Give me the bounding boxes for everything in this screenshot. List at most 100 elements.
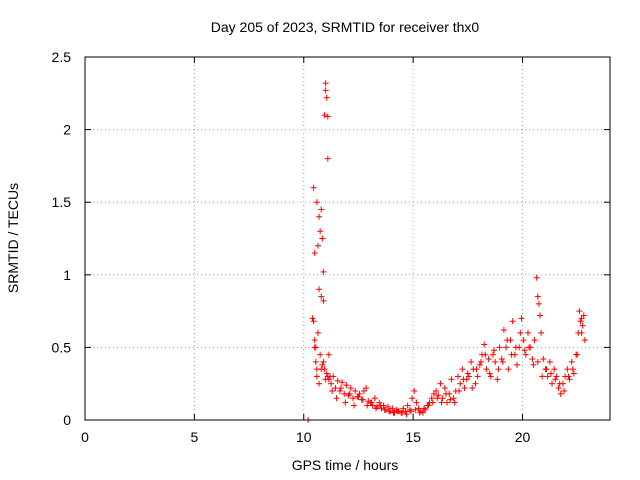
data-point (552, 376, 559, 383)
data-point (372, 405, 379, 412)
data-point (561, 387, 568, 394)
data-point (364, 402, 371, 409)
data-point (476, 361, 483, 368)
data-point (328, 380, 335, 387)
data-point (318, 293, 325, 300)
data-point (343, 382, 350, 389)
data-point (487, 373, 494, 380)
data-point (316, 286, 323, 293)
data-point (376, 399, 383, 406)
data-point (390, 409, 397, 416)
data-point (316, 380, 323, 387)
data-point (547, 370, 554, 377)
data-point (529, 356, 536, 363)
data-point (314, 329, 321, 336)
data-point (324, 373, 331, 380)
data-point (540, 356, 547, 363)
data-point (520, 337, 527, 344)
data-point (472, 380, 479, 387)
data-point (324, 155, 331, 162)
data-point (489, 351, 496, 358)
data-point (312, 358, 319, 365)
data-point (566, 376, 573, 383)
data-point (543, 366, 550, 373)
data-point (435, 392, 442, 399)
data-point (460, 376, 467, 383)
data-point (459, 366, 466, 373)
data-point (411, 387, 418, 394)
x-tick-label: 15 (405, 429, 421, 445)
data-point (503, 344, 510, 351)
ticks-layer (84, 56, 610, 421)
data-point (499, 358, 506, 365)
data-point (481, 341, 488, 348)
data-point (450, 395, 457, 402)
data-point (448, 376, 455, 383)
data-point (549, 380, 556, 387)
data-point (495, 366, 502, 373)
data-point (386, 408, 393, 415)
data-point (482, 351, 489, 358)
data-point (454, 373, 461, 380)
data-point (406, 406, 413, 413)
data-point (447, 396, 454, 403)
data-point (403, 411, 410, 418)
data-point (332, 385, 339, 392)
data-point (518, 315, 525, 322)
data-point (531, 337, 538, 344)
data-point (355, 393, 362, 400)
data-point (404, 402, 411, 409)
data-point (557, 390, 564, 397)
data-point (570, 370, 577, 377)
data-point (428, 395, 435, 402)
data-point (456, 387, 463, 394)
data-point (483, 366, 490, 373)
x-tick-label: 0 (81, 429, 89, 445)
y-axis-label: SRMTID / TECUs (5, 183, 21, 293)
y-tick-label: 1.5 (52, 194, 72, 210)
data-point (422, 406, 429, 413)
data-point (514, 361, 521, 368)
y-tick-label: 2 (63, 122, 71, 138)
data-point (320, 268, 327, 275)
data-point (534, 358, 541, 365)
data-point (316, 213, 323, 220)
data-point (441, 385, 448, 392)
data-point (505, 366, 512, 373)
data-point (336, 387, 343, 394)
data-point (318, 366, 325, 373)
data-point (477, 358, 484, 365)
data-point (568, 358, 575, 365)
data-point (504, 337, 511, 344)
data-point (363, 385, 370, 392)
data-point (522, 351, 529, 358)
data-point (317, 351, 324, 358)
data-point (461, 385, 468, 392)
data-point (317, 228, 324, 235)
data-point (374, 403, 381, 410)
data-point (319, 361, 326, 368)
data-point (416, 409, 423, 416)
data-point (546, 358, 553, 365)
data-point (438, 399, 445, 406)
x-tick-label: 10 (296, 429, 312, 445)
y-tick-label: 2.5 (52, 49, 72, 65)
data-point (555, 385, 562, 392)
data-point (498, 356, 505, 363)
data-point (530, 361, 537, 368)
data-point (339, 379, 346, 386)
data-point (346, 390, 353, 397)
data-point (517, 329, 524, 336)
data-point (469, 385, 476, 392)
data-point (309, 315, 316, 322)
data-point (509, 318, 516, 325)
x-tick-label: 20 (515, 429, 531, 445)
data-point (311, 250, 318, 257)
data-point (394, 408, 401, 415)
data-point (534, 293, 541, 300)
data-point (474, 373, 481, 380)
y-tick-label: 0.5 (52, 339, 72, 355)
data-point (433, 387, 440, 394)
data-point (492, 358, 499, 365)
